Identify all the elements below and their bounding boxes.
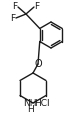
Text: F: F [10, 13, 16, 23]
Text: H: H [27, 106, 33, 115]
Text: O: O [34, 59, 42, 69]
Text: NH: NH [23, 99, 37, 108]
Text: F: F [12, 2, 18, 10]
Text: F: F [34, 2, 40, 10]
Text: HCl: HCl [34, 99, 50, 108]
